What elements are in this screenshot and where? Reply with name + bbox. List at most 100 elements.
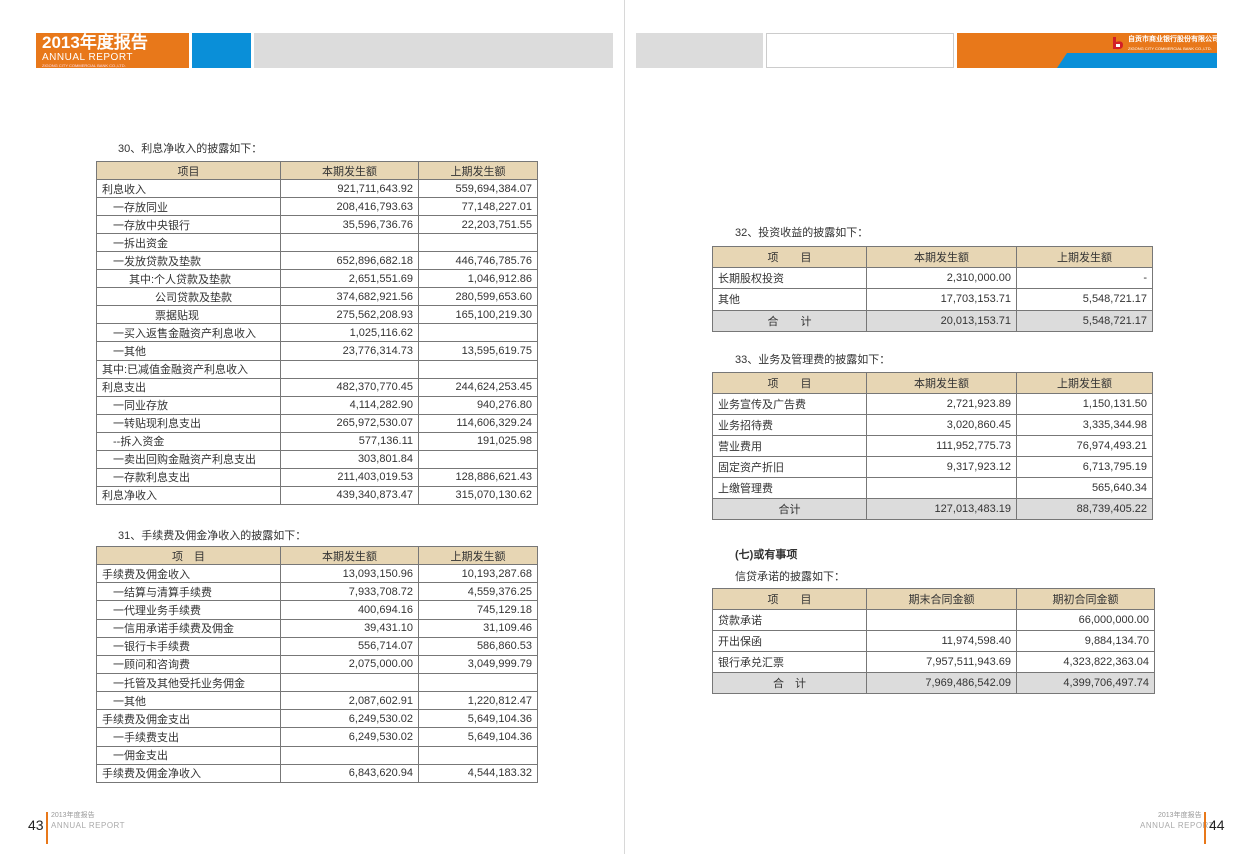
table-row: 一手续费支出 6,249,530.02 5,649,104.36 — [96, 727, 538, 747]
section-7-title: 信贷承诺的披露如下： — [735, 571, 845, 583]
row-label: 一托管及其他受托业务佣金 — [96, 672, 281, 693]
row-label: --拆入资金 — [96, 431, 281, 451]
current-amount — [280, 233, 419, 253]
column-header: 期末合同金额 — [866, 588, 1017, 610]
admin-expense-table: 项 目本期发生额 上期发生额 业务宣传及广告费 2,721,923.89 1,150,1… — [712, 372, 1153, 520]
prior-amount: 128,886,621.43 — [418, 467, 538, 487]
prior-amount: 13,595,619.75 — [418, 341, 538, 361]
current-amount: 2,721,923.89 — [866, 393, 1017, 415]
prior-amount: 940,276.80 — [418, 395, 538, 415]
prior-amount: 586,860.53 — [418, 636, 538, 656]
current-amount — [866, 477, 1017, 499]
column-header: 上期发生额 — [418, 545, 538, 566]
row-label: 一买入返售金融资产利息收入 — [96, 323, 281, 343]
row-label: 银行承兑汇票 — [712, 651, 867, 673]
column-header: 项 目 — [712, 588, 867, 610]
table-row: 票据贴现 275,562,208.93 165,100,219.30 — [96, 305, 538, 325]
row-label: 一其他 — [96, 691, 281, 711]
prior-amount: 31,109.46 — [418, 618, 538, 638]
table-row: 开出保函 11,974,598.40 9,884,134.70 — [712, 630, 1155, 652]
row-label: 固定资产折旧 — [712, 456, 867, 478]
table-row: 一存放中央银行 35,596,736.76 22,203,751.55 — [96, 215, 538, 235]
table-row: 一拆出资金 — [96, 233, 538, 253]
current-amount — [280, 745, 419, 765]
table-row: 其中:个人贷款及垫款 2,651,551.69 1,046,912.86 — [96, 269, 538, 289]
total-row: 合 计 20,013,153.71 5,548,721.17 — [712, 309, 1153, 332]
current-amount: 400,694.16 — [280, 600, 419, 620]
header-blue-stripe — [1057, 53, 1217, 68]
current-amount: 127,013,483.19 — [866, 498, 1017, 520]
table-row: 手续费及佣金支出 6,249,530.02 5,649,104.36 — [96, 709, 538, 729]
row-label: 营业费用 — [712, 435, 867, 457]
row-label: 一发放贷款及垫款 — [96, 251, 281, 271]
current-amount: 303,801.84 — [280, 449, 419, 469]
current-amount: 6,249,530.02 — [280, 727, 419, 747]
header-blue-block — [192, 33, 251, 68]
row-label: 一同业存放 — [96, 395, 281, 415]
row-label: 利息净收入 — [96, 485, 281, 505]
footer-report-left: ANNUAL REPORT — [51, 821, 126, 830]
prior-amount: 76,974,493.21 — [1016, 435, 1153, 457]
table-row: 一佣金支出 — [96, 745, 538, 765]
table-row: 一买入返售金融资产利息收入 1,025,116.62 — [96, 323, 538, 343]
table-row: 一结算与清算手续费 7,933,708.72 4,559,376.25 — [96, 582, 538, 602]
credit-commitment-table: 项 目期末合同金额 期初合同金额 贷款承诺 66,000,000.00 开出保函 11,9… — [712, 588, 1155, 694]
prior-amount: 5,649,104.36 — [418, 727, 538, 747]
table-row: --拆入资金 577,136.11 191,025.98 — [96, 431, 538, 451]
current-amount — [280, 359, 419, 379]
row-label: 一结算与清算手续费 — [96, 582, 281, 602]
row-label: 业务宣传及广告费 — [712, 393, 867, 415]
current-amount: 111,952,775.73 — [866, 435, 1017, 457]
row-label: 贷款承诺 — [712, 609, 867, 631]
current-amount: 35,596,736.76 — [280, 215, 419, 235]
table-row: 长期股权投资 2,310,000.00- — [712, 267, 1153, 290]
current-amount: 652,896,682.18 — [280, 251, 419, 271]
current-amount: 9,317,923.12 — [866, 456, 1017, 478]
prior-amount — [418, 672, 538, 693]
prior-amount: 244,624,253.45 — [418, 377, 538, 397]
section-30-title: 30、利息净收入的披露如下： — [118, 143, 263, 155]
table-row: 一同业存放 4,114,282.90 940,276.80 — [96, 395, 538, 415]
current-amount: 577,136.11 — [280, 431, 419, 451]
current-amount: 208,416,793.63 — [280, 197, 419, 217]
table-header-row: 项 目期末合同金额 期初合同金额 — [712, 588, 1155, 610]
table-row: 贷款承诺 66,000,000.00 — [712, 609, 1155, 631]
row-label: 公司贷款及垫款 — [96, 287, 281, 307]
row-label: 票据贴现 — [96, 305, 281, 325]
table-row: 手续费及佣金收入 13,093,150.96 10,193,287.68 — [96, 564, 538, 584]
current-amount: 39,431.10 — [280, 618, 419, 638]
current-amount: 20,013,153.71 — [866, 309, 1017, 332]
column-header: 上期发生额 — [418, 160, 538, 181]
table-header-row: 项 目本期发生额 上期发生额 — [96, 545, 538, 566]
prior-amount: 114,606,329.24 — [418, 413, 538, 433]
current-amount: 4,114,282.90 — [280, 395, 419, 415]
row-label: 手续费及佣金收入 — [96, 564, 281, 584]
prior-amount: 5,548,721.17 — [1016, 309, 1153, 332]
table-row: 利息支出 482,370,770.45 244,624,253.45 — [96, 377, 538, 397]
section-31-title: 31、手续费及佣金净收入的披露如下： — [118, 530, 307, 542]
current-amount: 17,703,153.71 — [866, 288, 1017, 311]
prior-amount — [418, 745, 538, 765]
current-amount: 921,711,643.92 — [280, 179, 419, 199]
table-row: 一信用承诺手续费及佣金 39,431.10 31,109.46 — [96, 618, 538, 638]
table-row: 利息净收入 439,340,873.47 315,070,130.62 — [96, 485, 538, 505]
section-33-title: 33、业务及管理费的披露如下： — [735, 354, 891, 366]
prior-amount: 4,559,376.25 — [418, 582, 538, 602]
column-header: 上期发生额 — [1016, 372, 1153, 394]
prior-amount — [418, 233, 538, 253]
row-label: 一顾问和咨询费 — [96, 654, 281, 674]
prior-amount: 4,544,183.32 — [418, 763, 538, 783]
row-label: 一手续费支出 — [96, 727, 281, 747]
current-amount: 1,025,116.62 — [280, 323, 419, 343]
row-label: 业务招待费 — [712, 414, 867, 436]
table-header-row: 项 目本期发生额 上期发生额 — [712, 245, 1153, 269]
row-label: 利息支出 — [96, 377, 281, 397]
prior-amount: 3,335,344.98 — [1016, 414, 1153, 436]
current-amount: 11,974,598.40 — [866, 630, 1017, 652]
table-row: 一顾问和咨询费 2,075,000.00 3,049,999.79 — [96, 654, 538, 674]
footer-divider — [1204, 812, 1206, 844]
table-row: 手续费及佣金净收入 6,843,620.94 4,544,183.32 — [96, 763, 538, 783]
prior-amount: 3,049,999.79 — [418, 654, 538, 674]
table-row: 上缴管理费 565,640.34 — [712, 477, 1153, 499]
current-amount — [866, 609, 1017, 631]
